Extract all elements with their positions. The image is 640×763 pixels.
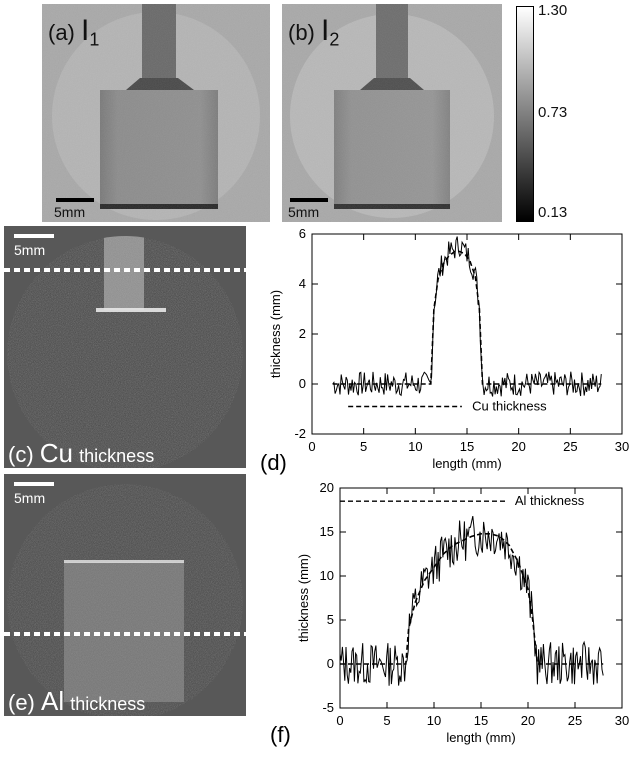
x-tick-label: 15 xyxy=(460,439,474,454)
x-axis-label: length (mm) xyxy=(432,456,501,471)
panel-c-image: 5mm (c) Cu thickness xyxy=(4,226,246,468)
panel-b-scale-bar xyxy=(290,198,328,202)
plot-f-panel-label: (f) xyxy=(270,722,291,747)
x-tick-label: 10 xyxy=(427,713,441,728)
y-tick-label: 0 xyxy=(299,376,306,391)
y-tick-label: 20 xyxy=(320,480,334,495)
panel-e-sample xyxy=(4,474,246,716)
x-tick-label: 10 xyxy=(408,439,422,454)
y-tick-label: 15 xyxy=(320,524,334,539)
colorbar-max: 1.30 xyxy=(538,2,568,19)
series-dashed-line xyxy=(332,250,602,385)
y-tick-label: 0 xyxy=(327,656,334,671)
y-tick-label: 5 xyxy=(327,612,334,627)
y-tick-label: 2 xyxy=(299,326,306,341)
y-axis-label: thickness (mm) xyxy=(296,554,311,642)
panel-a-sample xyxy=(42,4,270,222)
series-dashed-line xyxy=(340,532,604,665)
panel-a-label: (a) I1 xyxy=(48,14,100,50)
panel-e-label: (e) Al thickness xyxy=(8,686,146,716)
legend-label: Cu thickness xyxy=(472,399,547,414)
colorbar-min: 0.13 xyxy=(538,204,568,221)
y-tick-label: 4 xyxy=(299,276,306,291)
panel-c-scale-label: 5mm xyxy=(14,242,46,258)
panel-e-scale-bar xyxy=(14,482,54,486)
panel-c-sample xyxy=(4,226,246,468)
panel-b-image: (b) I2 5mm xyxy=(282,4,502,222)
y-axis-label: thickness (mm) xyxy=(268,290,283,378)
panel-b-label: (b) I2 xyxy=(288,14,340,50)
x-tick-label: 5 xyxy=(383,713,390,728)
colorbar xyxy=(516,6,534,222)
panel-a-scale-bar xyxy=(56,198,94,202)
panel-c-label: (c) Cu thickness xyxy=(8,438,155,468)
legend-label: Al thickness xyxy=(515,493,585,508)
x-tick-label: 30 xyxy=(615,439,629,454)
x-tick-label: 30 xyxy=(615,713,629,728)
x-tick-label: 25 xyxy=(563,439,577,454)
x-tick-label: 15 xyxy=(474,713,488,728)
panel-e-scale-label: 5mm xyxy=(14,490,46,506)
x-tick-label: 0 xyxy=(308,439,315,454)
series-solid-line xyxy=(332,236,602,397)
panel-a-scale-label: 5mm xyxy=(54,204,86,220)
x-tick-label: 5 xyxy=(360,439,367,454)
panel-c-scale-bar xyxy=(14,234,54,238)
series-solid-line xyxy=(339,515,604,686)
y-tick-label: 10 xyxy=(320,568,334,583)
panel-b-sample xyxy=(282,4,502,222)
panel-a-image: (a) I1 5mm xyxy=(42,4,270,222)
plot-frame xyxy=(311,233,623,435)
y-tick-label: 6 xyxy=(299,226,306,241)
panel-b-scale-label: 5mm xyxy=(288,204,320,220)
plot-frame xyxy=(339,487,623,709)
x-tick-label: 25 xyxy=(568,713,582,728)
plot-d-panel-label: (d) xyxy=(260,450,287,475)
panel-e-image: 5mm (e) Al thickness xyxy=(4,474,246,716)
x-axis-label: length (mm) xyxy=(446,730,515,745)
y-tick-label: -2 xyxy=(294,426,306,441)
x-tick-label: 20 xyxy=(511,439,525,454)
colorbar-mid: 0.73 xyxy=(538,104,568,121)
y-tick-label: -5 xyxy=(322,700,334,715)
x-tick-label: 20 xyxy=(521,713,535,728)
x-tick-label: 0 xyxy=(336,713,343,728)
